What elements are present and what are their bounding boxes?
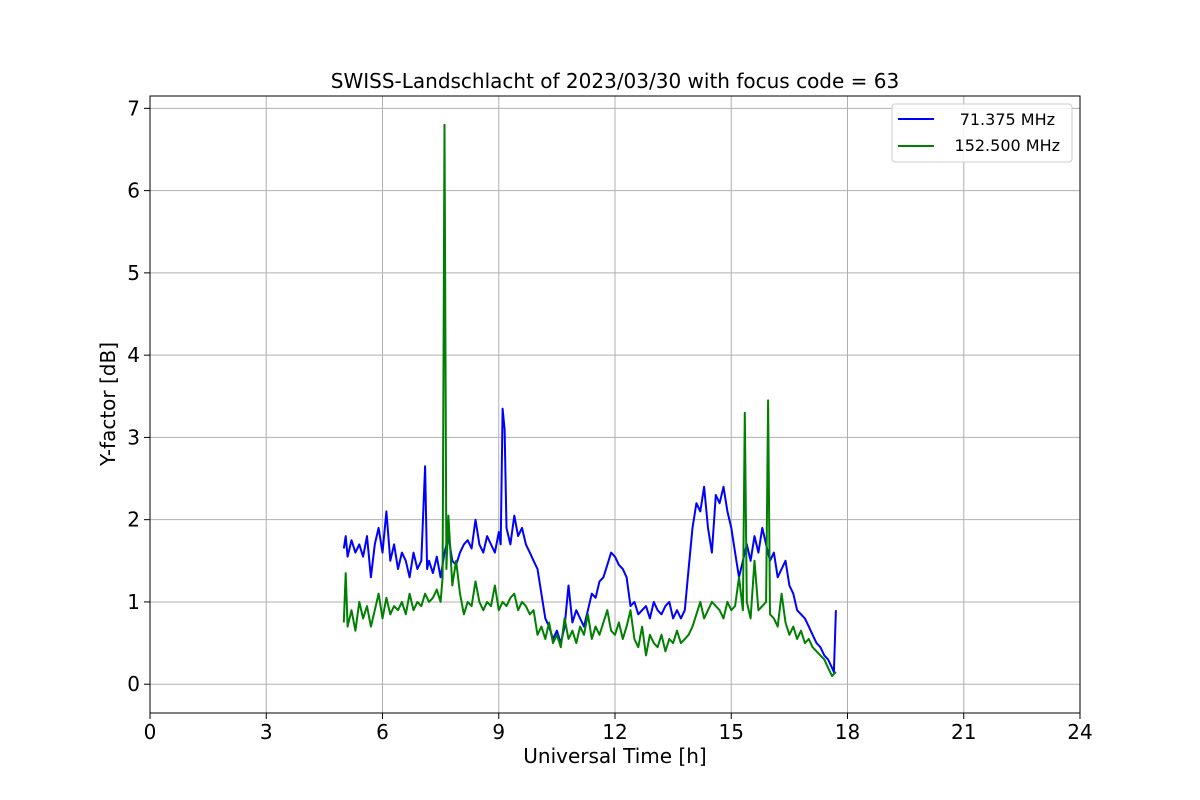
y-tick-label: 7 [127, 96, 140, 120]
legend-label-71mhz: 71.375 MHz [960, 110, 1055, 129]
y-tick-label: 5 [127, 261, 140, 285]
y-tick-label: 1 [127, 590, 140, 614]
chart-title: SWISS-Landschlacht of 2023/03/30 with fo… [331, 69, 899, 93]
y-tick-label: 4 [127, 343, 140, 367]
series-line-71mhz [342, 407, 837, 673]
series-layer [342, 123, 837, 677]
y-tick-label: 3 [127, 425, 140, 449]
y-axis-ticks: 0 1 2 3 4 5 6 7 [127, 96, 150, 696]
x-axis-label: Universal Time [h] [523, 744, 706, 768]
x-tick-label: 15 [719, 720, 744, 744]
x-tick-label: 0 [144, 720, 157, 744]
x-tick-label: 18 [835, 720, 860, 744]
x-tick-label: 3 [260, 720, 273, 744]
x-axis-ticks: 0 3 6 9 12 15 18 21 24 [144, 713, 1093, 744]
y-tick-label: 6 [127, 179, 140, 203]
legend-label-152mhz: 152.500 MHz [955, 136, 1060, 155]
y-tick-label: 0 [127, 672, 140, 696]
x-tick-label: 12 [602, 720, 627, 744]
series-line-152mhz [342, 123, 837, 677]
legend-box [891, 103, 1073, 163]
y-tick-label: 2 [127, 508, 140, 532]
x-tick-label: 9 [492, 720, 505, 744]
x-tick-label: 21 [951, 720, 976, 744]
y-axis-label: Y-factor [dB] [96, 342, 120, 467]
legend: 71.375 MHz 152.500 MHz [891, 103, 1073, 163]
x-tick-label: 6 [376, 720, 389, 744]
x-tick-label: 24 [1067, 720, 1092, 744]
